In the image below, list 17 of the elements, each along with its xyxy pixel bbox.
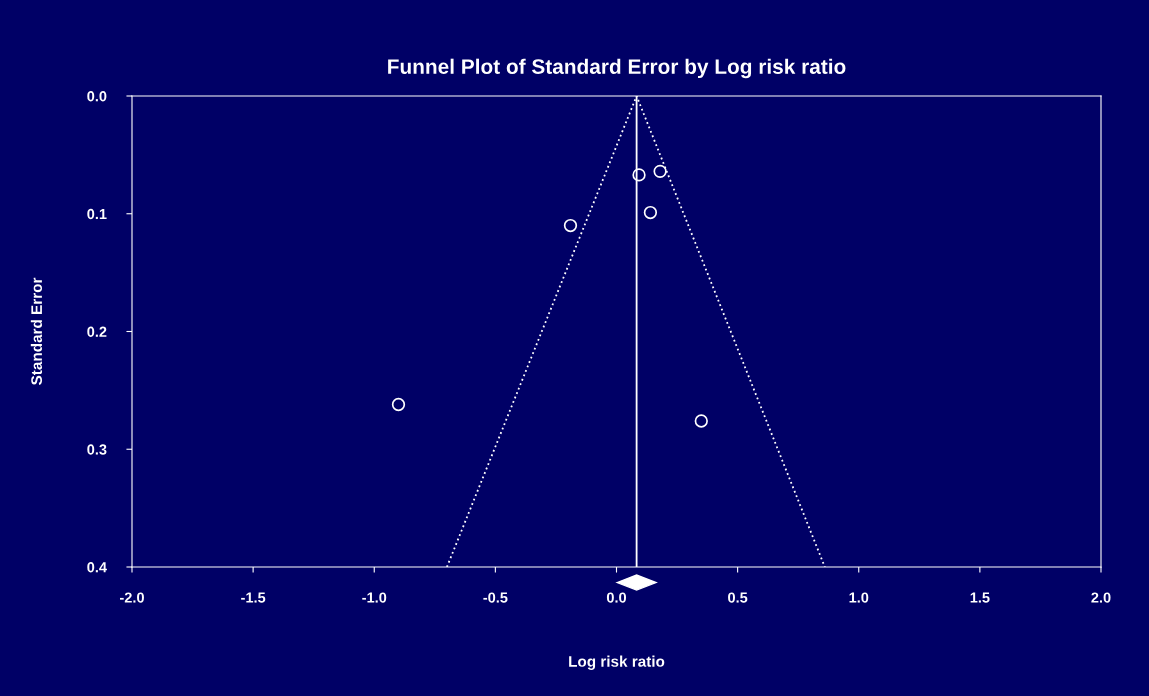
x-tick-label: 0.0	[606, 592, 627, 603]
x-tick-label: -0.5	[483, 592, 508, 603]
x-tick-label: -1.5	[241, 592, 266, 603]
y-tick-label: 0.0	[87, 91, 107, 102]
x-axis-title: Log risk ratio	[569, 655, 665, 670]
y-tick-label: 0.4	[87, 562, 107, 573]
x-tick-label: -2.0	[120, 592, 144, 603]
y-tick-label: 0.3	[87, 444, 107, 455]
x-tick-label: -1.0	[362, 592, 387, 603]
x-tick-label: 2.0	[1091, 592, 1111, 603]
chart-title: Funnel Plot of Standard Error by Log risk ratio	[388, 58, 846, 79]
y-tick-label: 0.2	[87, 326, 107, 337]
x-tick-label: 0.5	[728, 592, 748, 603]
y-axis-title: Standard Error	[30, 277, 43, 385]
x-tick-label: 1.0	[849, 592, 869, 603]
x-tick-label: 1.5	[970, 592, 990, 603]
y-tick-label: 0.1	[87, 208, 107, 220]
